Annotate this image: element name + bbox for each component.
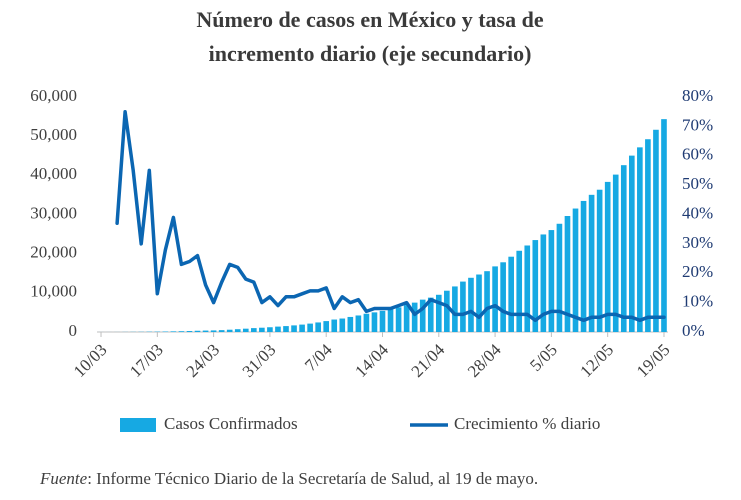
y-tick-label: 60,000	[30, 86, 77, 105]
bar	[339, 318, 346, 332]
bar	[323, 321, 330, 332]
bar	[564, 216, 571, 332]
bar	[291, 325, 297, 332]
bar	[299, 324, 305, 332]
line	[115, 109, 666, 323]
bar	[620, 165, 627, 332]
bar	[612, 174, 619, 332]
y-tick-label: 0	[69, 321, 78, 340]
bar	[653, 129, 659, 332]
bar	[355, 315, 362, 332]
bar	[580, 200, 587, 332]
bar	[460, 281, 466, 332]
bar	[516, 250, 523, 332]
footer-text: : Informe Técnico Diario de la Secretarí…	[87, 469, 538, 488]
bar	[267, 327, 273, 332]
bar	[476, 274, 482, 332]
y2-tick-label: 40%	[682, 203, 713, 222]
x-tick-label: 5/05	[526, 340, 561, 375]
bar	[218, 330, 225, 332]
x-tick-label: 28/04	[464, 340, 505, 381]
y2-tick-label: 20%	[682, 262, 713, 281]
x-tick-label: 24/03	[182, 340, 223, 381]
bar	[637, 147, 643, 332]
bar	[645, 139, 651, 332]
y-tick-label: 40,000	[30, 164, 77, 183]
legend-label: Crecimiento % diario	[454, 414, 600, 433]
bar	[427, 297, 434, 332]
bar	[435, 294, 442, 332]
y2-tick-label: 60%	[682, 145, 713, 164]
bar	[411, 302, 418, 332]
y2-tick-label: 50%	[682, 174, 713, 193]
bar	[170, 331, 177, 332]
bar	[661, 119, 667, 332]
bar	[283, 326, 289, 332]
bar	[596, 189, 603, 332]
footer-label: Fuente	[39, 469, 88, 488]
bar	[548, 230, 555, 332]
x-tick-label: 7/04	[301, 340, 336, 375]
bar	[371, 312, 378, 332]
y-tick-label: 10,000	[30, 282, 77, 301]
bar	[259, 327, 265, 332]
bar	[419, 299, 426, 332]
legend-label: Casos Confirmados	[164, 414, 298, 433]
bar	[210, 330, 217, 332]
x-tick-label: 31/03	[239, 340, 280, 381]
bar	[588, 194, 595, 332]
bar	[387, 309, 394, 332]
bar	[315, 322, 321, 332]
footer: Fuente: Informe Técnico Diario de la Sec…	[39, 469, 538, 488]
bar	[468, 277, 474, 332]
bar	[331, 319, 338, 332]
chart-title: Número de casos en México y tasa de	[196, 7, 543, 32]
y-tick-label: 20,000	[30, 243, 77, 262]
bar	[452, 286, 458, 332]
legend-swatch	[120, 418, 156, 432]
bar	[556, 223, 563, 332]
bar	[347, 316, 354, 332]
bar	[508, 256, 514, 332]
x-tick-label: 19/05	[633, 340, 674, 381]
bar	[395, 307, 402, 332]
bar	[484, 271, 490, 332]
bar	[572, 208, 579, 332]
bar	[532, 240, 539, 332]
bar	[628, 155, 635, 332]
bar	[363, 313, 370, 332]
y2-tick-label: 10%	[682, 292, 713, 311]
bar	[403, 305, 410, 332]
y-tick-label: 50,000	[30, 125, 77, 144]
bar	[194, 330, 201, 332]
x-tick-label: 12/05	[576, 340, 617, 381]
y2-tick-label: 0%	[682, 321, 705, 340]
y2-tick-label: 30%	[682, 233, 713, 252]
bar	[275, 326, 281, 332]
x-tick-label: 10/03	[70, 340, 111, 381]
bar	[234, 329, 241, 332]
bar	[307, 323, 313, 332]
x-tick-label: 14/04	[351, 340, 392, 381]
bar	[178, 331, 185, 332]
bar	[444, 290, 450, 332]
bar	[524, 245, 531, 332]
bar	[379, 310, 386, 332]
bar	[540, 234, 547, 332]
y-tick-label: 30,000	[30, 203, 77, 222]
bar	[492, 266, 498, 332]
bar	[226, 329, 233, 332]
bar	[604, 181, 611, 332]
bar	[251, 328, 257, 332]
bar	[202, 330, 209, 332]
x-tick-label: 17/03	[126, 340, 167, 381]
y2-tick-label: 70%	[682, 115, 713, 134]
bar	[500, 262, 506, 332]
x-tick-label: 21/04	[408, 340, 449, 381]
bar	[242, 328, 249, 332]
chart-title: incremento diario (eje secundario)	[209, 41, 532, 66]
bar	[186, 331, 193, 332]
y2-tick-label: 80%	[682, 86, 713, 105]
